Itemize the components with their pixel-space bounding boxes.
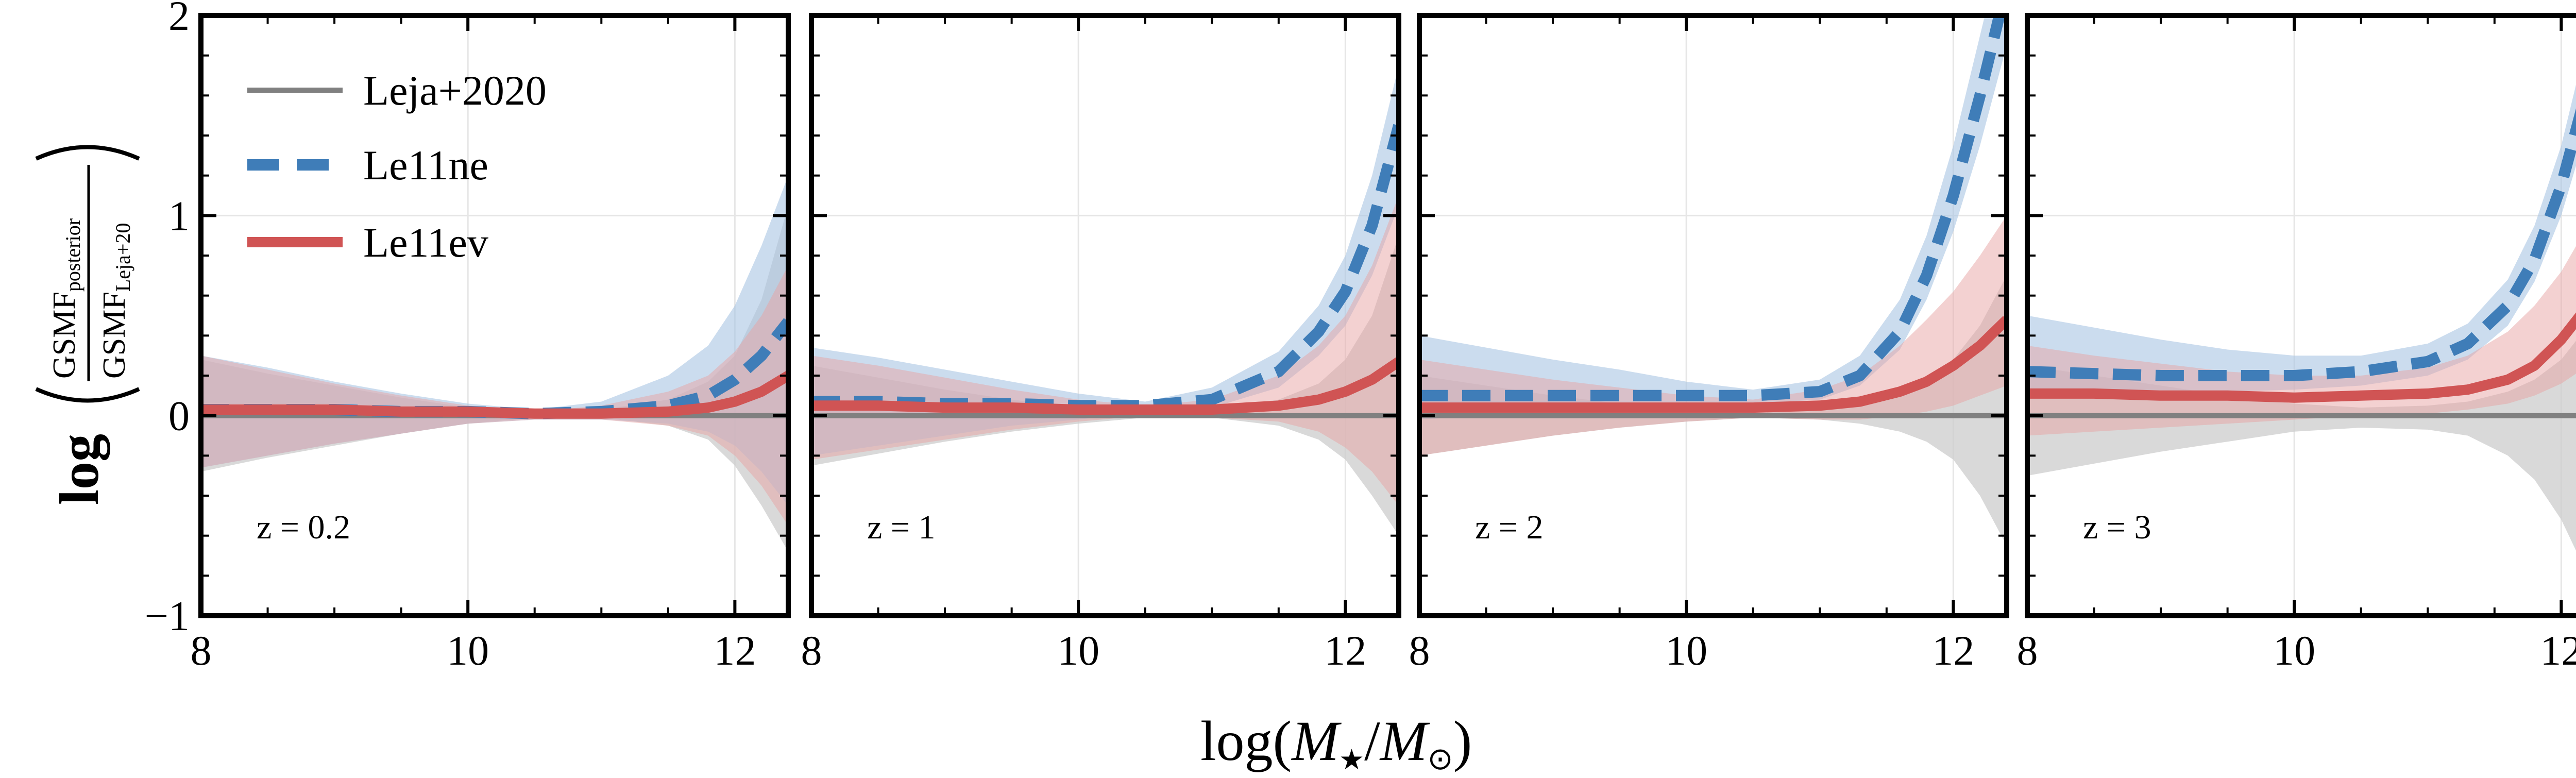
panel-label: z = 0.2 <box>257 509 350 546</box>
line-le11ev <box>2027 312 2576 403</box>
y-axis-label-log: log <box>49 434 110 505</box>
x-tick-label: 8 <box>1409 627 1430 674</box>
legend-label: Le11ev <box>363 219 488 266</box>
x-tick-label: 12 <box>2540 627 2576 674</box>
y-tick-label: 0 <box>168 393 190 439</box>
panel-label: z = 1 <box>867 509 936 546</box>
x-tick-label: 12 <box>1932 627 1974 674</box>
x-tick-label: 8 <box>191 627 212 674</box>
panel-frame <box>809 13 1401 618</box>
line-le11ne <box>2027 108 2576 381</box>
band-le11ev <box>811 195 1399 506</box>
panel-frame <box>2025 13 2576 618</box>
line-le11ev <box>1419 316 2007 413</box>
x-tick-label: 10 <box>2273 627 2315 674</box>
x-tick-label: 8 <box>2017 627 2038 674</box>
band-le11ev <box>201 265 788 526</box>
panel-3: 8 10 12 z = 2 <box>1409 13 2009 674</box>
x-tick-label: 12 <box>1324 627 1366 674</box>
x-tick-label: 12 <box>714 627 756 674</box>
panel-frame <box>198 13 791 618</box>
band-le11ne <box>201 175 788 506</box>
y-tick-label: 1 <box>168 192 190 239</box>
x-axis-label: log(M★/M⊙) <box>1200 709 1472 777</box>
legend-label: Leja+2020 <box>363 67 547 114</box>
line-le11ne <box>1419 15 2006 401</box>
x-tick-label: 8 <box>801 627 822 674</box>
legend-label: Le11ne <box>363 142 488 189</box>
panel-frame <box>1417 13 2009 618</box>
y-axis-label-left-paren <box>35 387 140 403</box>
x-tick-label: 10 <box>447 627 489 674</box>
x-tick-label: 10 <box>1665 627 1707 674</box>
panel-4: 8 10 12 z = 3 <box>2017 13 2576 674</box>
line-le11ne <box>811 124 1399 412</box>
line-le11ev <box>811 357 1399 415</box>
y-tick-label: 2 <box>168 0 190 39</box>
legend: Leja+2020 Le11ne Le11ev <box>247 67 547 266</box>
panel-2: 8 10 12 z = 1 <box>801 13 1401 674</box>
line-le11ev <box>201 371 788 419</box>
y-axis-label-right-paren <box>35 145 140 161</box>
x-tick-label: 10 <box>1057 627 1099 674</box>
band-le11ne <box>2027 84 2576 396</box>
y-axis-label: log GSMFposterior GSMFLeja+20 <box>35 145 140 505</box>
y-axis-label-numerator: GSMFposterior <box>47 218 84 379</box>
y-axis-label-denominator: GSMFLeja+20 <box>97 223 134 379</box>
y-tick-label: −1 <box>145 593 190 639</box>
panel-label: z = 2 <box>1475 509 1544 546</box>
panel-label: z = 3 <box>2083 509 2151 546</box>
